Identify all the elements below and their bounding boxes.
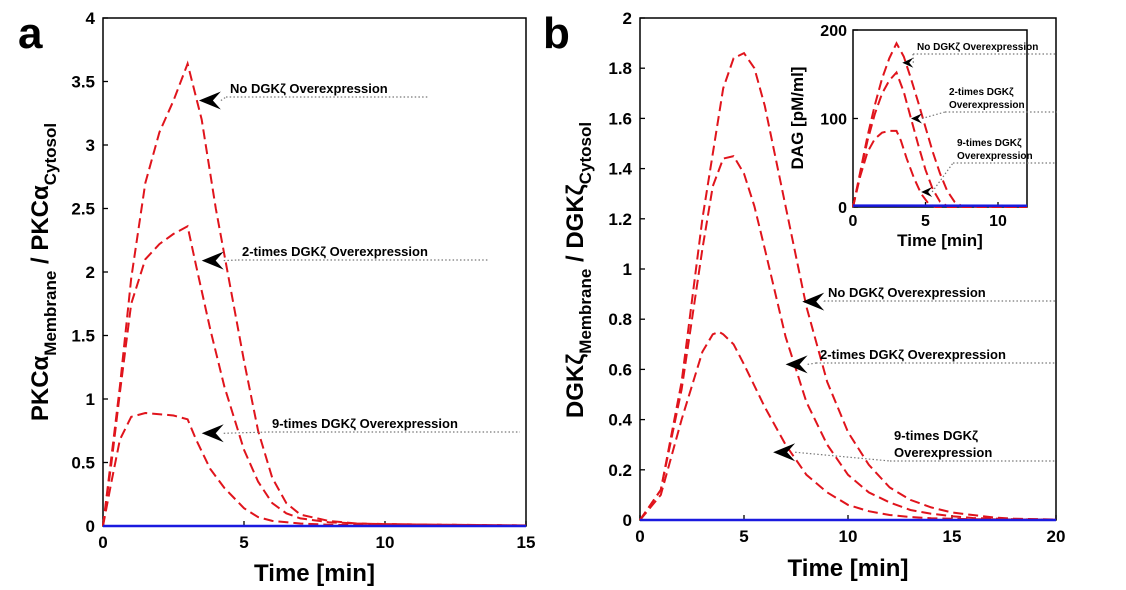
y-axis-label-part: Cytosol xyxy=(576,122,595,184)
series-line-x2 xyxy=(639,154,1057,521)
y-tick-label: 0 xyxy=(623,511,632,530)
series-line-x2 xyxy=(852,70,1028,208)
y-axis-label: PKCαMembrane / PKCαCytosol xyxy=(27,123,60,421)
x-tick-label: 5 xyxy=(739,527,748,546)
annotation-arrow xyxy=(921,186,933,197)
y-axis-label: DGKζMembrane / DGKζCytosol xyxy=(562,122,595,418)
annotation-leader xyxy=(223,431,269,434)
annotation-arrow xyxy=(773,443,796,462)
y-tick-label: 0.5 xyxy=(71,454,95,473)
y-axis-label-part: PKCα xyxy=(27,355,54,421)
y-tick-label: 1 xyxy=(623,260,632,279)
plot-frame xyxy=(852,29,1028,208)
annotation-label: No DGKζ Overexpression xyxy=(828,285,986,300)
y-tick-label: 4 xyxy=(86,9,96,28)
y-axis-label-part: Membrane xyxy=(41,271,60,356)
annotation-arrow xyxy=(201,251,224,270)
series-line-none xyxy=(102,60,527,527)
x-tick-label: 5 xyxy=(921,213,930,230)
x-axis-label: Time [min] xyxy=(254,560,375,587)
x-tick-label: 0 xyxy=(98,533,107,552)
series-line-x9 xyxy=(639,330,1057,521)
annotation-arrow xyxy=(802,292,825,311)
y-tick-label: 3.5 xyxy=(71,73,95,92)
annotation-leader xyxy=(807,362,817,365)
x-tick-label: 0 xyxy=(635,527,644,546)
y-tick-label: 3 xyxy=(86,136,95,155)
annotation-arrow xyxy=(785,355,808,374)
y-tick-label: 1.2 xyxy=(608,210,632,229)
y-axis-label-part: Membrane xyxy=(576,269,595,354)
y-tick-label: 2 xyxy=(86,263,95,282)
series-line-x9 xyxy=(852,129,1027,208)
x-tick-label: 15 xyxy=(943,527,962,546)
annotation-label: No DGKζ Overexpression xyxy=(917,42,1038,53)
y-axis-label: DAG [pM/ml] xyxy=(788,67,807,170)
y-tick-label: 1.4 xyxy=(608,160,632,179)
y-tick-label: 0.2 xyxy=(608,461,632,480)
annotation-leader xyxy=(931,162,954,193)
y-tick-label: 0 xyxy=(86,517,95,536)
annotation-label: 9-times DGKζ Overexpression xyxy=(272,416,458,431)
y-axis-label-part: / PKCα xyxy=(27,185,54,271)
y-tick-label: 1.8 xyxy=(608,59,632,78)
annotation-label: 2-times DGKζ xyxy=(949,87,1014,98)
annotation-leader xyxy=(921,111,946,120)
x-tick-label: 10 xyxy=(989,213,1007,230)
y-axis-label-part: DGKζ xyxy=(562,354,589,418)
annotation-label: No DGKζ Overexpression xyxy=(230,81,388,96)
annotation-leader xyxy=(223,259,239,262)
panel-label: a xyxy=(18,9,43,58)
y-tick-label: 1.5 xyxy=(71,327,95,346)
annotation-leader xyxy=(795,451,891,462)
annotation-arrow xyxy=(198,91,221,110)
y-tick-label: 2 xyxy=(623,9,632,28)
y-tick-label: 100 xyxy=(820,112,847,129)
annotation-arrow xyxy=(902,57,914,68)
y-tick-label: 0.6 xyxy=(608,360,632,379)
y-axis-label-part: / DGKζ xyxy=(562,184,589,268)
annotation-leader xyxy=(220,96,227,102)
series-line-none xyxy=(639,51,1057,521)
x-tick-label: 15 xyxy=(517,533,536,552)
y-axis-label-part: Cytosol xyxy=(41,123,60,185)
annotation-label: 2-times DGKζ Overexpression xyxy=(820,347,1006,362)
annotation-label: Overexpression xyxy=(957,151,1033,162)
annotation-label: 2-times DGKζ Overexpression xyxy=(242,244,428,259)
x-tick-label: 10 xyxy=(376,533,395,552)
y-tick-label: 0.4 xyxy=(608,411,632,430)
x-axis-label: Time [min] xyxy=(788,555,909,582)
series-line-x2 xyxy=(102,224,527,527)
series-line-x9 xyxy=(102,411,527,527)
annotation-arrow xyxy=(201,424,224,443)
y-tick-label: 2.5 xyxy=(71,200,95,219)
chart-a: 0 0.5 1 1.5 2 2.5 3 3.5 4 0 5 10 15 No DGKζ Overexpre… xyxy=(18,9,535,587)
annotation-label: Overexpression xyxy=(894,445,992,460)
x-axis-label: Time [min] xyxy=(897,231,983,250)
annotation-label: 9-times DGKζ xyxy=(894,428,978,443)
panel-label: b xyxy=(543,9,570,58)
y-tick-label: 200 xyxy=(820,23,847,40)
chart-inset: 0 100 200 0 5 10 No DGKζ Overexpression 2-times… xyxy=(788,23,1057,250)
x-tick-label: 10 xyxy=(839,527,858,546)
series-line-none xyxy=(852,41,1028,208)
x-tick-label: 0 xyxy=(849,213,858,230)
y-tick-label: 1 xyxy=(86,390,95,409)
annotation-label: Overexpression xyxy=(949,100,1025,111)
y-tick-label: 1.6 xyxy=(608,109,632,128)
y-tick-label: 0.8 xyxy=(608,310,632,329)
x-tick-label: 5 xyxy=(239,533,248,552)
x-tick-label: 20 xyxy=(1047,527,1066,546)
y-tick-label: 0 xyxy=(838,200,847,217)
annotation-arrow xyxy=(911,113,922,124)
annotation-label: 9-times DGKζ xyxy=(957,138,1022,149)
